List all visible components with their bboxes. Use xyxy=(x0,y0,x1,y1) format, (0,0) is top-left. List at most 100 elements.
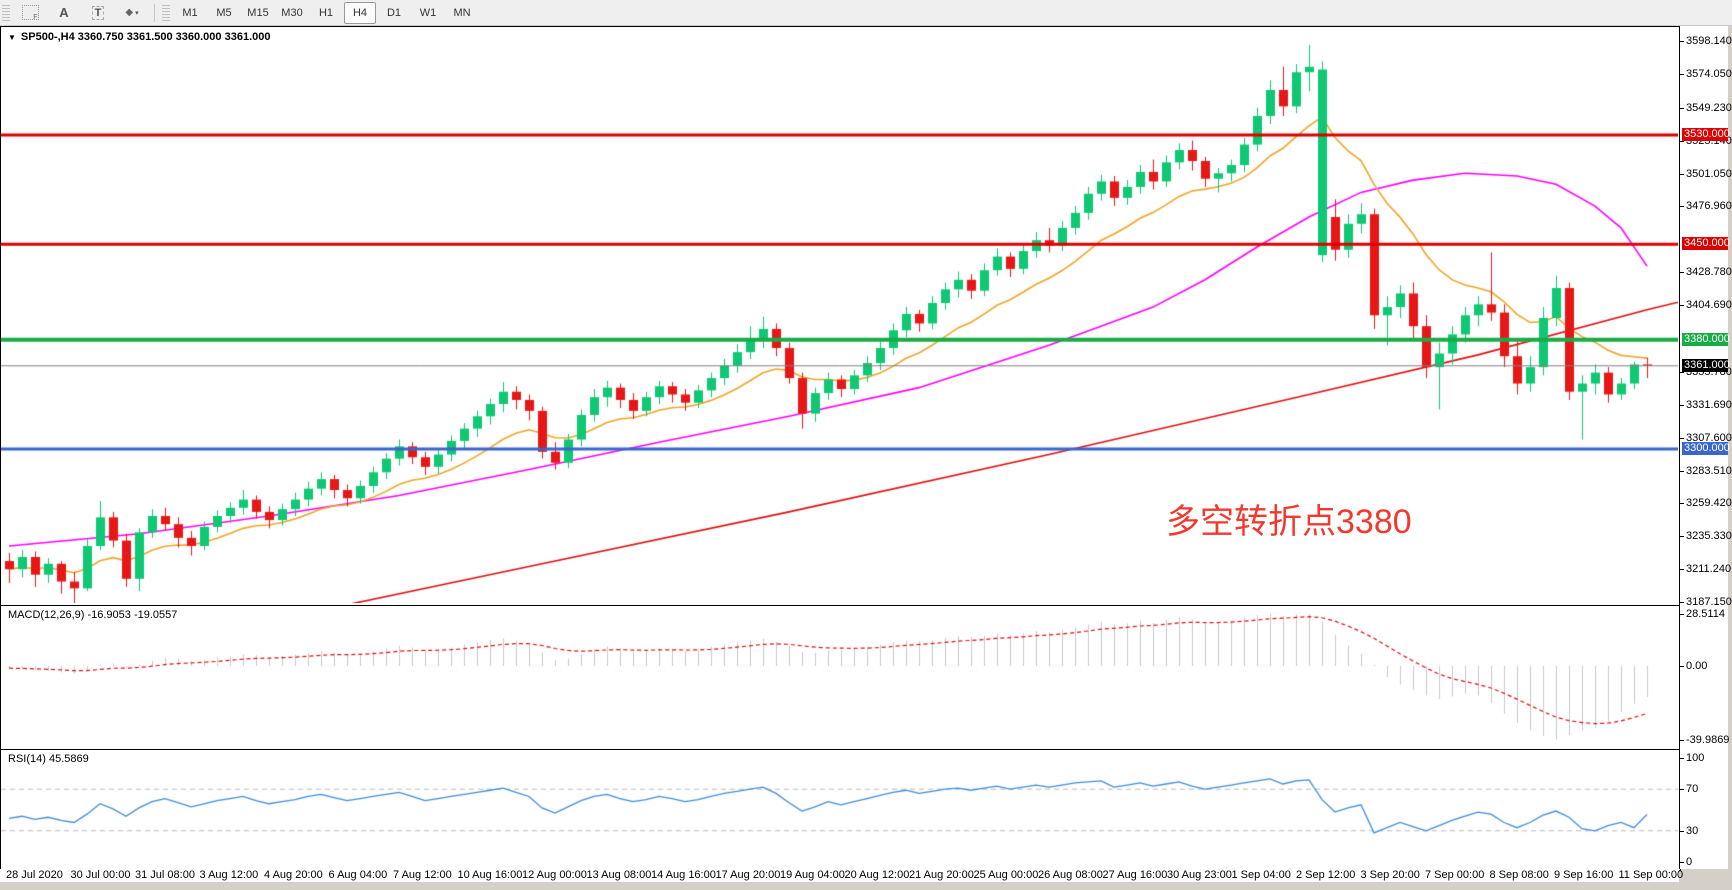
axis-tick xyxy=(1680,305,1684,307)
rsi-axis-label: 100 xyxy=(1686,752,1705,764)
frame-select-icon-button[interactable]: F xyxy=(14,2,46,24)
price-axis-label: 3211.240 xyxy=(1686,563,1732,576)
price-chart-canvas[interactable] xyxy=(1,27,1678,603)
toolbar-separator xyxy=(154,3,155,22)
level-price-badge: 3530.000 xyxy=(1682,128,1730,142)
time-axis-label: 11 Sep 00:00 xyxy=(1618,869,1684,881)
rsi-indicator-label: RSI(14) 45.5869 xyxy=(8,753,89,765)
price-axis-label: 3283.510 xyxy=(1686,464,1732,477)
time-axis-label: 19 Aug 04:00 xyxy=(780,869,845,881)
chart-title-text: SP500-,H4 3360.750 3361.500 3360.000 336… xyxy=(20,31,271,43)
macd-indicator-label: MACD(12,26,9) -16.9053 -19.0557 xyxy=(8,609,178,621)
axis-tick xyxy=(1680,602,1684,604)
axis-tick xyxy=(1680,140,1684,142)
time-axis-label: 27 Aug 16:00 xyxy=(1102,869,1168,881)
axis-tick xyxy=(1680,789,1684,791)
time-axis-label: 1 Sep 04:00 xyxy=(1231,869,1291,881)
time-axis-label: 20 Aug 12:00 xyxy=(844,869,910,881)
axis-tick xyxy=(1680,758,1684,759)
axis-tick xyxy=(1680,666,1684,667)
axis-tick xyxy=(1680,470,1684,472)
axis-tick xyxy=(1680,206,1684,208)
axis-tick xyxy=(1680,739,1684,741)
macd-canvas[interactable] xyxy=(1,606,1678,747)
price-axis-label: 3187.150 xyxy=(1686,596,1732,609)
price-chart-panel[interactable] xyxy=(0,26,1681,606)
level-price-badge: 3300.000 xyxy=(1682,442,1730,456)
dropdown-arrow-icon[interactable]: ▾ xyxy=(135,9,139,17)
text-a-icon-button[interactable]: A xyxy=(48,2,80,24)
text-box-icon-button[interactable]: T xyxy=(82,2,114,24)
axis-tick xyxy=(1680,371,1684,373)
toolbar: F A T ◆ ▾ M1 M5 M15 M30 H1 H4 D1 W1 MN xyxy=(0,0,1732,26)
time-axis-label: 13 Aug 08:00 xyxy=(586,869,652,881)
time-axis-label: 28 Jul 2020 xyxy=(6,869,63,881)
rsi-panel[interactable] xyxy=(0,749,1681,871)
shapes-icon-button[interactable]: ◆ ▾ xyxy=(116,2,148,24)
time-axis-label: 7 Aug 12:00 xyxy=(393,869,452,881)
time-axis-label: 25 Aug 00:00 xyxy=(973,869,1039,881)
axis-tick xyxy=(1680,862,1684,863)
timeframe-group: M1 M5 M15 M30 H1 H4 D1 W1 MN xyxy=(173,1,479,24)
macd-axis-label: -39.9869 xyxy=(1686,733,1730,746)
timeframe-m1-button[interactable]: M1 xyxy=(182,6,198,19)
toolbar-grip-2[interactable] xyxy=(162,4,170,21)
rsi-axis-label: 30 xyxy=(1686,824,1699,837)
level-price-badge: 3380.000 xyxy=(1682,332,1730,346)
axis-tick xyxy=(1680,73,1684,75)
macd-axis-label: 0.00 xyxy=(1686,660,1708,672)
time-axis-label: 14 Aug 16:00 xyxy=(651,869,716,881)
time-axis-label: 2 Sep 12:00 xyxy=(1296,869,1356,881)
price-axis-label: 3598.140 xyxy=(1686,35,1732,47)
time-axis-label: 30 Jul 00:00 xyxy=(70,869,131,881)
timeframe-h4-button[interactable]: H4 xyxy=(344,1,376,24)
price-axis-label: 3549.230 xyxy=(1686,101,1732,114)
current-price-badge: 3361.000 xyxy=(1682,358,1730,372)
axis-tick xyxy=(1680,830,1684,832)
chart-collapse-icon[interactable]: ▼ xyxy=(8,32,16,42)
level-price-badge: 3450.000 xyxy=(1682,237,1730,251)
axis-tick xyxy=(1680,404,1684,406)
timeframe-m15-button[interactable]: M15 xyxy=(247,6,269,19)
rsi-canvas[interactable] xyxy=(1,750,1678,868)
axis-tick xyxy=(1680,107,1684,109)
time-axis-label: 26 Aug 08:00 xyxy=(1038,869,1103,881)
price-axis-label: 3574.050 xyxy=(1686,67,1732,80)
time-axis-label: 7 Sep 00:00 xyxy=(1425,869,1485,881)
price-axis-label: 3331.690 xyxy=(1686,398,1732,411)
chart-annotation-text: 多空转折点3380 xyxy=(1166,503,1412,541)
axis-tick xyxy=(1680,536,1684,538)
time-axis-label: 6 Aug 04:00 xyxy=(328,869,388,881)
timeframe-w1-button[interactable]: W1 xyxy=(419,6,437,19)
text-box-icon: T xyxy=(91,5,105,20)
toolbar-grip[interactable] xyxy=(2,4,10,21)
timeframe-mn-button[interactable]: MN xyxy=(453,6,471,19)
price-axis-label: 3476.960 xyxy=(1686,200,1732,213)
macd-panel[interactable] xyxy=(0,605,1681,750)
timeframe-m5-button[interactable]: M5 xyxy=(216,6,232,19)
time-axis-label: 9 Sep 16:00 xyxy=(1554,869,1614,881)
price-axis-label: 3404.690 xyxy=(1686,299,1732,312)
chart-title: ▼ SP500-,H4 3360.750 3361.500 3360.000 3… xyxy=(8,31,270,43)
axis-tick xyxy=(1680,503,1684,505)
time-axis-label: 3 Aug 12:00 xyxy=(199,869,259,881)
price-axis: 3598.1403574.0503549.2303525.1403501.050… xyxy=(1679,26,1732,869)
timeframe-h1-button[interactable]: H1 xyxy=(318,6,334,19)
axis-tick xyxy=(1680,173,1684,175)
timeframe-m30-button[interactable]: M30 xyxy=(281,6,303,19)
frame-select-icon: F xyxy=(21,5,39,21)
time-axis-label: 21 Aug 20:00 xyxy=(909,869,974,881)
axis-tick xyxy=(1680,41,1684,42)
timeframe-d1-button[interactable]: D1 xyxy=(386,6,402,19)
price-axis-label: 3501.050 xyxy=(1686,167,1732,180)
time-axis-label: 8 Sep 08:00 xyxy=(1489,869,1549,881)
time-axis-label: 31 Jul 08:00 xyxy=(135,869,195,881)
time-axis-label: 12 Aug 00:00 xyxy=(522,869,587,881)
text-a-icon: A xyxy=(59,5,69,20)
axis-tick xyxy=(1680,272,1684,274)
drawing-tools-group: F A T ◆ ▾ xyxy=(13,2,149,24)
time-axis-label: 4 Aug 20:00 xyxy=(264,869,323,881)
time-axis: 28 Jul 2020 30 Jul 00:00 31 Jul 08:00 3 Aug… xyxy=(0,869,1683,882)
shapes-icon: ◆ xyxy=(125,7,134,18)
